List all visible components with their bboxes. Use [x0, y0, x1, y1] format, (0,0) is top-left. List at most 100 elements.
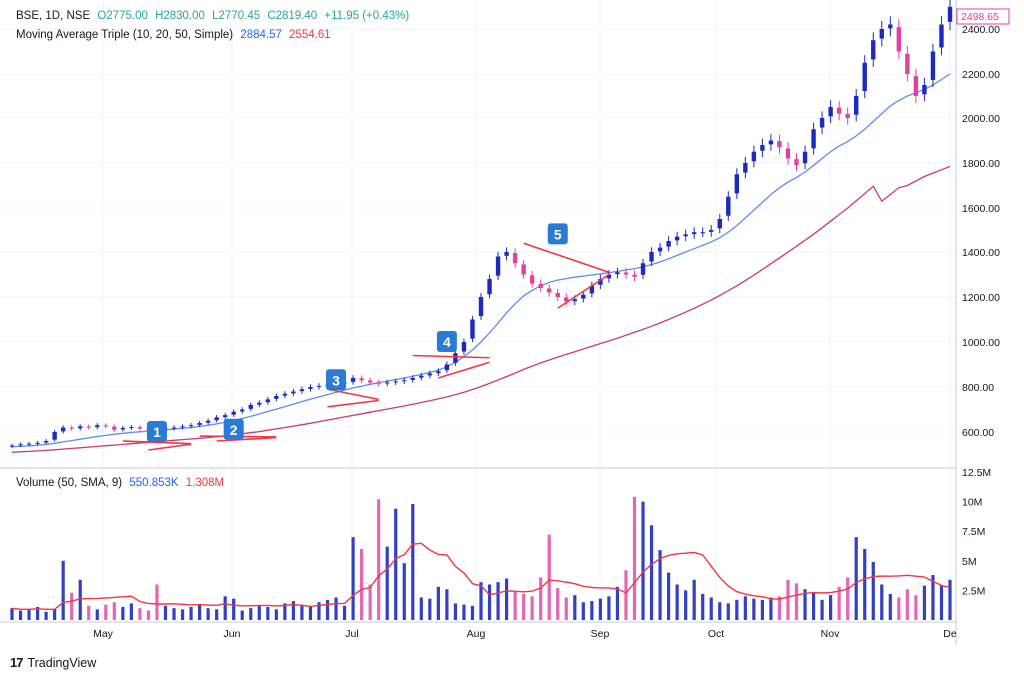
- candle-body: [316, 385, 322, 387]
- candle-body: [180, 426, 185, 428]
- volume-value-1: 550.853K: [129, 477, 179, 489]
- candle-body: [623, 272, 629, 275]
- volume-label[interactable]: Volume (50, SMA, 9): [16, 477, 123, 489]
- volume-bar: [752, 598, 756, 620]
- pattern-trendline: [216, 436, 277, 442]
- volume-bar: [905, 589, 909, 620]
- volume-bar: [308, 606, 313, 620]
- candle-body: [410, 378, 415, 380]
- ma-label[interactable]: Moving Average Triple (10, 20, 50, Simpl…: [16, 29, 234, 41]
- candle-body: [691, 232, 697, 235]
- badge-box: [326, 369, 347, 391]
- pattern-badge-1[interactable]: 1: [146, 421, 167, 442]
- volume-bar: [649, 525, 654, 620]
- candle-body: [777, 141, 782, 148]
- volume-bar: [10, 608, 14, 620]
- candle-body: [18, 444, 23, 446]
- volume-bar: [863, 548, 867, 620]
- candle-body: [436, 371, 441, 374]
- ma-legend[interactable]: Moving Average Triple (10, 20, 50, Simpl…: [16, 29, 335, 41]
- volume-bar: [274, 609, 278, 620]
- time-tick-label: Nov: [821, 628, 840, 640]
- pattern-badge-2[interactable]: 2: [223, 418, 244, 440]
- pattern-drawings[interactable]: [122, 242, 610, 451]
- volume-bar: [27, 609, 31, 620]
- badge-label: 1: [153, 424, 161, 440]
- volume-bar: [743, 596, 747, 620]
- pattern-badge-4[interactable]: 4: [436, 331, 457, 352]
- pattern-trendline: [557, 273, 610, 309]
- volume-bar: [95, 609, 99, 620]
- candle-body: [529, 275, 535, 284]
- volume-bar: [496, 582, 500, 620]
- volume-bar: [581, 602, 585, 620]
- ma-value-2: 2554.61: [289, 29, 331, 41]
- volume-bar: [189, 606, 193, 620]
- candle-body: [555, 292, 560, 297]
- time-tick-label: May: [93, 628, 114, 640]
- volume-bar: [436, 586, 440, 620]
- volume-bar: [44, 611, 48, 620]
- volume-bar: [667, 572, 671, 620]
- time-axis-labels[interactable]: May Jun Jul Aug Sep Oct Nov De: [93, 628, 957, 640]
- tradingview-brand[interactable]: 17 TradingView: [10, 655, 96, 670]
- candle-body: [419, 375, 424, 378]
- volume-axis-labels[interactable]: 2.5M 5M 7.5M 10M 12.5M: [962, 467, 991, 597]
- badge-label: 3: [332, 372, 340, 388]
- candle-body: [922, 85, 927, 95]
- candle-body: [572, 299, 577, 302]
- last-price-tag: 2498.65: [956, 8, 1010, 25]
- volume-bar: [675, 584, 679, 620]
- candle-body: [811, 129, 816, 149]
- price-legend[interactable]: BSE, 1D, NSE O2775.00 H2830.00 L2770.45 …: [16, 10, 413, 22]
- candle-body: [308, 387, 313, 389]
- price-tick-label: 1200.00: [962, 292, 1000, 304]
- volume-legend[interactable]: Volume (50, SMA, 9) 550.853K 1.308M: [16, 477, 228, 489]
- candle-body: [862, 62, 867, 92]
- candle-body: [427, 373, 433, 376]
- volume-bar: [939, 585, 944, 620]
- volume-tick-label: 10M: [962, 497, 982, 509]
- price-tick-label: 1400.00: [962, 247, 1000, 259]
- candle-body: [385, 382, 390, 384]
- volume-bar: [70, 592, 74, 620]
- candle-body: [905, 53, 910, 74]
- candle-body: [350, 378, 356, 382]
- candle-body: [282, 393, 288, 396]
- volume-bar: [504, 578, 509, 620]
- volume-bar: [522, 593, 526, 620]
- time-tick-label: Jun: [224, 628, 241, 640]
- candle-body: [521, 264, 526, 275]
- open-value: O2775.00: [97, 10, 148, 22]
- change-value: +11.95 (+0.43%): [324, 10, 410, 22]
- volume-bar: [692, 579, 696, 620]
- candle-body: [120, 427, 126, 430]
- badge-box: [547, 223, 568, 245]
- candle-body: [376, 382, 381, 384]
- candle-body: [257, 402, 262, 405]
- moving-averages: [11, 73, 951, 453]
- symbol-label[interactable]: BSE, 1D, NSE: [16, 10, 91, 22]
- candle-body: [564, 297, 569, 302]
- candle-body: [674, 236, 680, 241]
- price-axis-labels[interactable]: 600.00 800.00 1000.00 1200.00 1400.00 1600.00…: [962, 24, 1000, 439]
- candle-body: [589, 285, 595, 294]
- volume-bar: [419, 597, 423, 620]
- high-value: H2830.00: [155, 10, 205, 22]
- pattern-trendline: [327, 399, 379, 408]
- pattern-badge-5[interactable]: 5: [547, 223, 568, 245]
- candle-body: [888, 24, 893, 29]
- time-tick-label: Aug: [467, 628, 486, 640]
- candle-body: [504, 252, 509, 256]
- candle-body: [367, 380, 373, 383]
- candle-body: [248, 405, 253, 409]
- pattern-badge-3[interactable]: 3: [326, 369, 347, 391]
- time-tick-label: Jul: [345, 628, 358, 640]
- pattern-badges[interactable]: 1 2 3 4 5: [146, 223, 568, 442]
- volume-bar: [564, 597, 568, 620]
- volume-bar: [53, 609, 57, 620]
- volume-bar: [411, 503, 415, 620]
- pattern-trendline: [122, 440, 192, 445]
- price-tick-label: 800.00: [962, 382, 994, 394]
